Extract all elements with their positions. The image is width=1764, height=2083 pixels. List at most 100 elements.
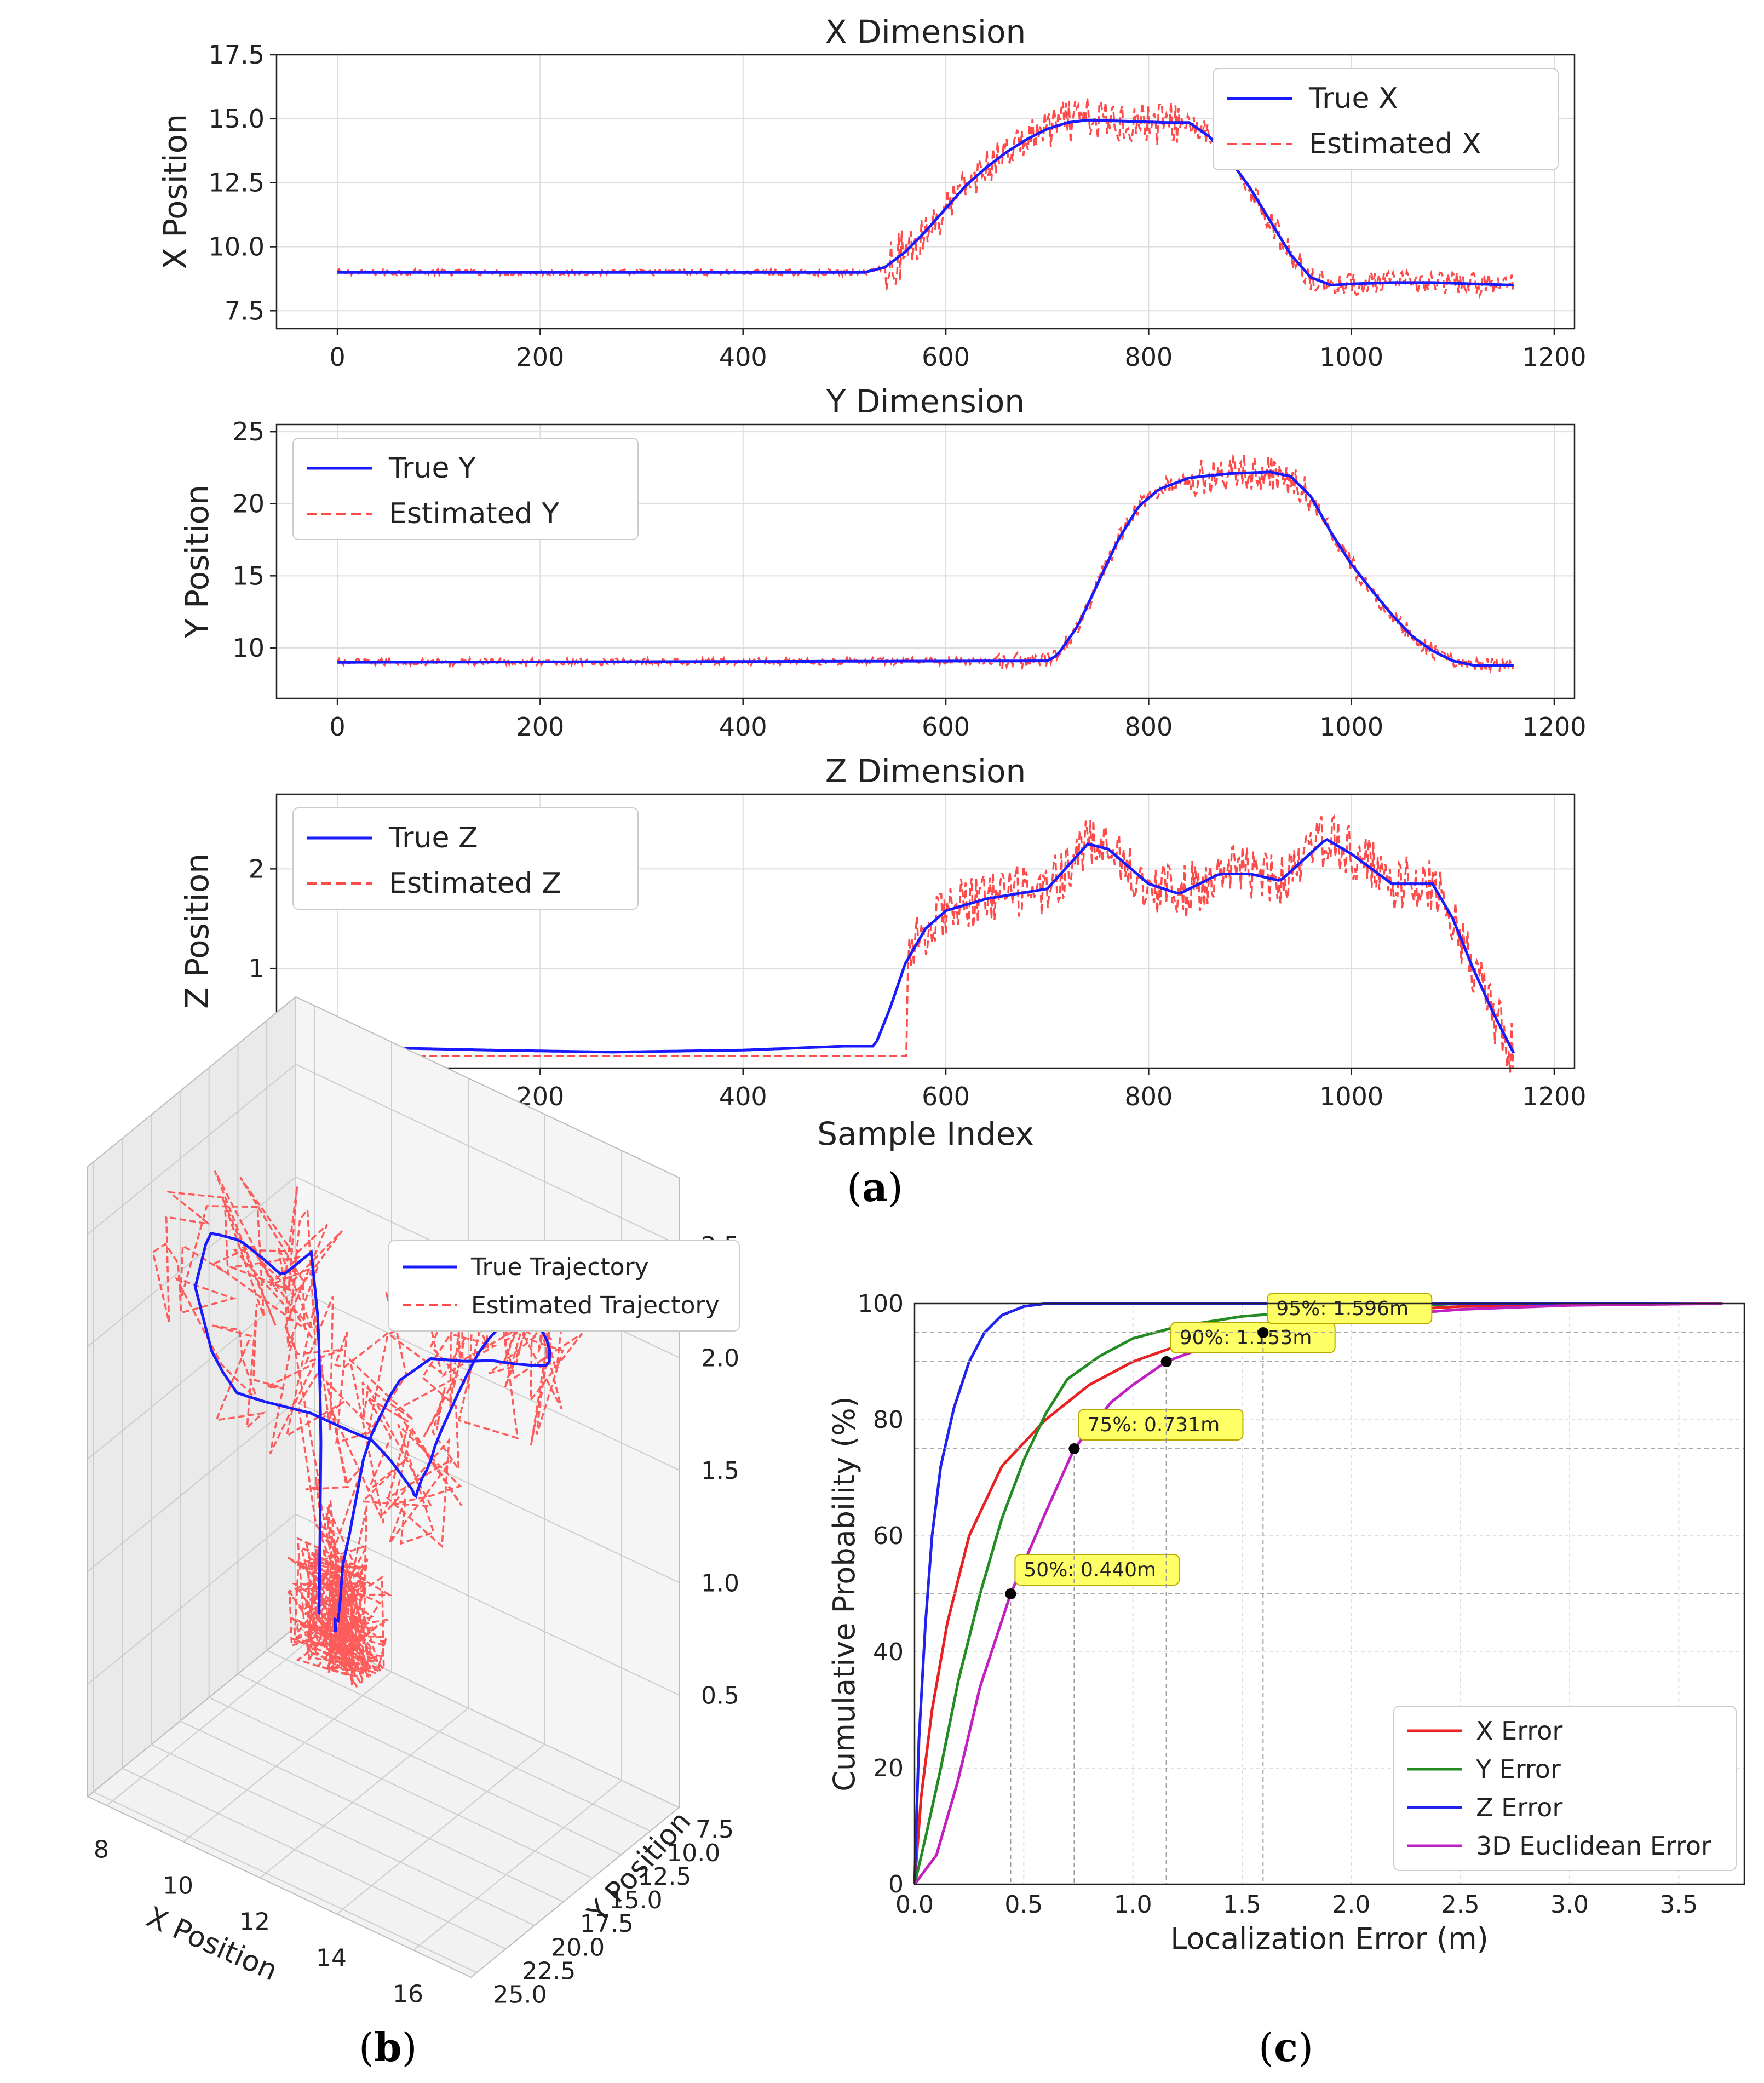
x-tick-label: 2.0	[1332, 1891, 1370, 1919]
legend: X Error Y Error Z Error 3D Euclidean Error	[1393, 1706, 1737, 1871]
y-tick-label: 15.0	[609, 1886, 663, 1914]
grid-line	[87, 1513, 680, 1696]
x-tick-label: 0.5	[1004, 1891, 1043, 1919]
x-tick-label: 200	[516, 342, 565, 372]
x-tick-label: 400	[719, 342, 767, 372]
subplot-title: Y Dimension	[826, 383, 1025, 420]
y-tick-label: 7.5	[225, 296, 265, 325]
x-tick-label: 400	[719, 712, 767, 742]
subplot-cdf: 50%: 0.440m 75%: 0.731m 90%: 1.153m 95%: 1.…	[827, 1290, 1745, 1956]
annotation-marker	[1068, 1443, 1080, 1454]
y-tick-label: 7.5	[696, 1816, 734, 1844]
annotation-marker	[1160, 1356, 1172, 1367]
y-tick-label: 40	[873, 1638, 904, 1666]
legend-label-true: True X	[1308, 82, 1398, 115]
x-tick-label: 14	[316, 1944, 347, 1972]
annotation-label: 50%: 0.440m	[1024, 1559, 1156, 1581]
x-tick-label: 600	[922, 342, 970, 372]
legend-label-estimated: Estimated X	[1309, 128, 1481, 160]
x-axis-label: Localization Error (m)	[1170, 1921, 1489, 1956]
x-tick-label: 3.0	[1550, 1891, 1589, 1919]
z-tick-label: 2.0	[701, 1345, 739, 1373]
y-tick-label: 20	[232, 489, 265, 519]
y-axis-label: Y Position	[179, 485, 216, 639]
legend-label-true: True Y	[388, 452, 476, 485]
subplot-title: X Dimension	[825, 13, 1026, 50]
annotation-marker	[1005, 1588, 1016, 1599]
x-tick-label: 16	[393, 1981, 423, 2009]
legend-label-estimated: Estimated Trajectory	[471, 1292, 720, 1319]
y-tick-label: 15	[232, 561, 265, 590]
y-tick-label: 100	[858, 1290, 904, 1318]
legend: True X Estimated X	[1213, 68, 1559, 170]
series-true-z	[337, 838, 1515, 1054]
x-tick-label: 3.5	[1659, 1891, 1698, 1919]
y-tick-label: 20	[873, 1754, 904, 1782]
annotation-label: 95%: 1.596m	[1276, 1298, 1409, 1320]
legend-label: X Error	[1476, 1716, 1562, 1746]
subplot-x_dim: 0 200 400 600 800 1000 1200 7.5 10.0 12.5 15.0 17.5…	[157, 13, 1587, 372]
annotation-box	[1078, 1409, 1244, 1441]
legend-label: Y Error	[1475, 1754, 1561, 1784]
caption-a-letter: a	[862, 1164, 888, 1210]
legend-label-true: True Z	[388, 822, 478, 854]
subplot-title: Z Dimension	[825, 753, 1026, 790]
x-tick-label: 800	[1124, 712, 1173, 742]
legend: True Trajectory Estimated Trajectory	[388, 1240, 740, 1332]
y-tick-label: 15.0	[209, 104, 265, 134]
y-tick-label: 10.0	[209, 232, 265, 261]
legend-box	[292, 807, 639, 910]
x-tick-label: 800	[1124, 1082, 1173, 1111]
x-tick-label: 0.0	[895, 1891, 934, 1919]
grid-line	[208, 1068, 593, 1879]
x-tick-label: 800	[1124, 342, 1173, 372]
y-tick-label: 25.0	[493, 1981, 547, 2009]
y-tick-label: 12.5	[637, 1863, 691, 1891]
caption-a: (a)	[847, 1164, 903, 1210]
y-tick-label: 12.5	[209, 168, 265, 198]
caption-c: (c)	[1259, 2024, 1314, 2070]
caption-b: (b)	[359, 2024, 417, 2070]
x-axis-label: Sample Index	[817, 1115, 1034, 1152]
y-axis-label: Z Position	[179, 853, 216, 1009]
y-tick-label: 25	[232, 417, 265, 446]
y-tick-label: 17.5	[209, 40, 265, 70]
grid-line	[87, 1064, 680, 1246]
legend: True Z Estimated Z	[292, 807, 639, 910]
y-tick-label: 0	[888, 1870, 904, 1898]
z-tick-label: 0.5	[701, 1682, 739, 1710]
legend-box	[1393, 1706, 1737, 1871]
y-tick-label: 10.0	[666, 1839, 720, 1867]
plot-frame	[275, 793, 1576, 1069]
annotation-label: 90%: 1.153m	[1180, 1327, 1312, 1349]
annotation-box	[1014, 1554, 1180, 1586]
plot-frame	[275, 54, 1576, 330]
series-true-x	[337, 118, 1514, 287]
y-tick-label: 60	[873, 1522, 904, 1550]
legend-label: 3D Euclidean Error	[1476, 1831, 1711, 1861]
plot-frame	[275, 423, 1576, 699]
series-true-trajectory	[194, 1232, 551, 1633]
caption-b-letter: b	[374, 2024, 402, 2070]
legend-box	[292, 438, 639, 540]
legend: True Y Estimated Y	[292, 438, 639, 540]
grid-line	[93, 1162, 477, 1973]
x-tick-label: 2.5	[1441, 1891, 1480, 1919]
legend-label: Z Error	[1476, 1793, 1562, 1822]
annotation-marker	[1257, 1327, 1269, 1338]
grid-line	[237, 1044, 622, 1856]
y-tick-label: 17.5	[580, 1910, 634, 1938]
x-tick-label: 600	[922, 1082, 970, 1111]
x-tick-label: 12	[239, 1908, 270, 1936]
x-tick-label: 0	[329, 342, 345, 372]
annotation-box	[1267, 1293, 1433, 1324]
y-axis-label: Cumulative Probability (%)	[827, 1396, 861, 1791]
grid-line	[266, 1020, 651, 1832]
x-tick-label: 1200	[1522, 342, 1586, 372]
x-tick-label: 200	[516, 712, 565, 742]
x-tick-label: 8	[94, 1836, 109, 1864]
x-tick-label: 1000	[1319, 712, 1383, 742]
grid-line	[295, 997, 680, 1808]
series-estimated-trajectory	[152, 1170, 583, 1688]
